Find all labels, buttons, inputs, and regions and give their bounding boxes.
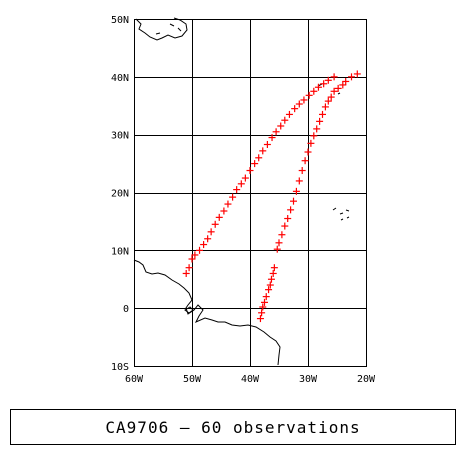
map-plot: 60W 50W 40W 30W 20W 50N 40N 30N 20N 10N 0 10S xyxy=(111,15,376,385)
observation-marker xyxy=(200,241,208,249)
observation-marker xyxy=(334,84,342,92)
plot-frame xyxy=(134,19,367,367)
observation-marker xyxy=(295,177,303,185)
observation-marker xyxy=(305,91,313,99)
observation-marker xyxy=(319,110,326,118)
observation-marker xyxy=(259,303,267,311)
observation-marker xyxy=(259,147,267,155)
observation-marker xyxy=(295,100,303,108)
observation-marker xyxy=(267,275,275,283)
axis-tick-labels: 60W 50W 40W 30W 20W 50N 40N 30N 20N 10N 0 10S xyxy=(111,15,376,385)
observation-marker xyxy=(324,97,332,105)
observation-marker xyxy=(263,140,271,148)
lon-tick-label: 50W xyxy=(183,374,202,385)
map-title: CA9706 – 60 observations xyxy=(105,417,361,437)
lat-tick-label: 0 xyxy=(123,304,129,315)
observation-marker xyxy=(284,215,292,223)
observation-marker xyxy=(204,235,212,243)
grid xyxy=(134,19,367,367)
observation-marker xyxy=(270,264,278,272)
observation-marker xyxy=(281,116,289,124)
observation-marker xyxy=(266,281,274,289)
lat-tick-label: 10S xyxy=(111,362,129,373)
observation-marker xyxy=(262,293,270,301)
observation-marker xyxy=(321,103,329,111)
observation-marker xyxy=(233,186,241,194)
observation-marker xyxy=(307,139,315,147)
observation-marker xyxy=(207,228,215,236)
observation-markers xyxy=(182,70,361,323)
observation-marker xyxy=(251,160,259,168)
caption-box: CA9706 – 60 observations xyxy=(10,409,456,445)
observation-marker xyxy=(269,269,277,277)
observation-marker xyxy=(278,231,286,239)
observation-marker xyxy=(301,157,309,165)
observation-marker xyxy=(320,80,328,88)
observation-marker xyxy=(285,110,293,118)
observation-marker xyxy=(188,255,196,263)
lat-tick-label: 20N xyxy=(111,189,129,200)
observation-marker xyxy=(298,167,306,175)
observation-marker xyxy=(229,193,237,201)
observation-marker xyxy=(310,132,318,140)
observation-marker xyxy=(182,269,190,277)
south-america-coast xyxy=(133,259,281,366)
lon-tick-label: 30W xyxy=(299,374,318,385)
lon-tick-label: 20W xyxy=(357,374,376,385)
observation-marker xyxy=(256,315,264,323)
observation-marker xyxy=(220,207,228,215)
land-outlines xyxy=(133,17,350,366)
lat-tick-label: 30N xyxy=(111,131,129,142)
observation-marker xyxy=(281,222,289,230)
observation-marker xyxy=(265,286,273,294)
observation-marker xyxy=(185,264,193,272)
observation-marker xyxy=(316,117,324,125)
observation-marker xyxy=(255,154,263,162)
observation-marker xyxy=(275,239,283,247)
observation-marker xyxy=(261,298,268,306)
observation-marker xyxy=(330,87,338,95)
observation-marker xyxy=(191,251,199,259)
lat-tick-label: 40N xyxy=(111,73,129,84)
observation-marker xyxy=(310,87,318,95)
observation-marker xyxy=(277,122,285,130)
observation-marker xyxy=(291,105,299,113)
observation-marker xyxy=(196,246,204,254)
lat-tick-label: 50N xyxy=(111,15,129,26)
observation-marker xyxy=(272,128,280,136)
observation-marker xyxy=(287,206,295,214)
observation-marker xyxy=(314,83,322,91)
observation-marker xyxy=(211,220,219,228)
observation-marker xyxy=(330,73,338,81)
observation-marker xyxy=(268,134,276,142)
observation-marker xyxy=(313,125,321,133)
observation-marker xyxy=(273,245,281,253)
observation-marker xyxy=(290,197,297,205)
greenland-coast xyxy=(135,17,188,41)
cape-verde-islands xyxy=(332,207,350,221)
lon-tick-label: 60W xyxy=(125,374,144,385)
lon-tick-label: 40W xyxy=(241,374,260,385)
observation-marker xyxy=(327,93,335,101)
observation-marker xyxy=(258,309,266,317)
observation-marker xyxy=(339,81,347,89)
observation-marker xyxy=(224,200,232,208)
observation-marker xyxy=(348,73,355,81)
observation-marker xyxy=(324,76,332,84)
observation-marker xyxy=(300,96,308,104)
observation-marker xyxy=(353,70,361,78)
observation-marker xyxy=(292,187,300,195)
observation-marker xyxy=(241,174,249,182)
observation-marker xyxy=(304,148,312,156)
observation-marker xyxy=(246,167,254,175)
observation-marker xyxy=(237,180,245,188)
observation-marker xyxy=(215,213,223,221)
lat-tick-label: 10N xyxy=(111,246,129,257)
amazon-delta-island xyxy=(184,306,194,314)
